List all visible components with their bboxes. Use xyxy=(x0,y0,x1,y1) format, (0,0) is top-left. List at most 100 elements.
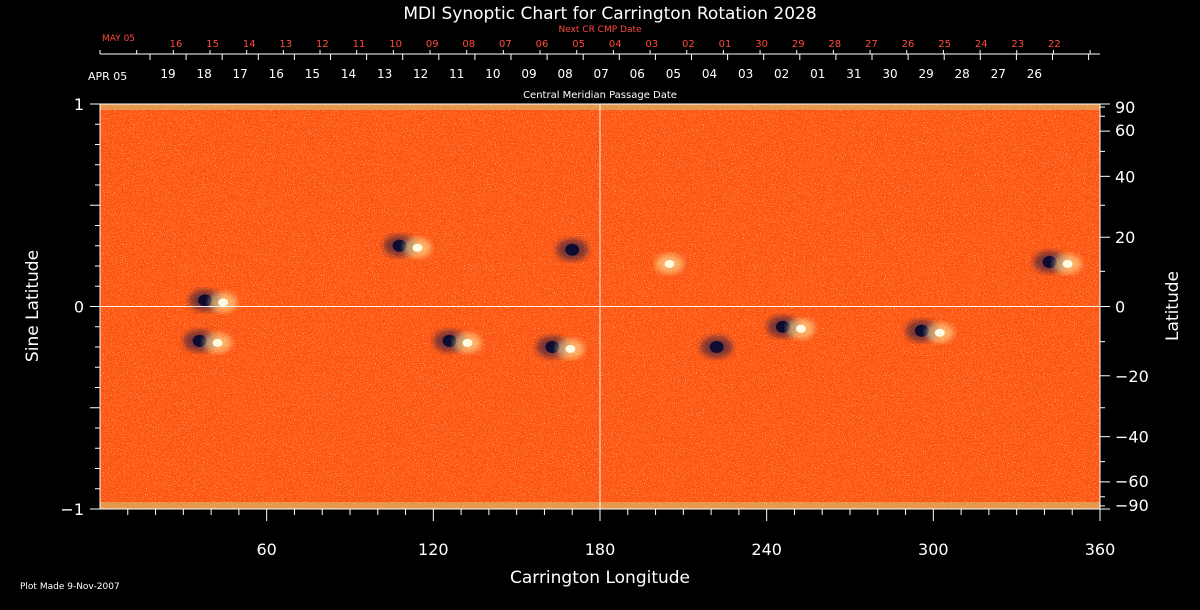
y-tick-label-right: −60 xyxy=(1115,472,1149,491)
next-cr-tick-label: 12 xyxy=(316,39,329,50)
negative-flux-core xyxy=(392,239,407,252)
cmp-tick-label: 03 xyxy=(738,67,753,81)
next-cr-tick-label: 03 xyxy=(645,39,658,50)
positive-flux-core xyxy=(664,259,675,268)
next-cr-axis-label: Next CR CMP Date xyxy=(558,25,642,35)
y-tick-label-left: −1 xyxy=(60,500,84,519)
next-cr-tick-label: 08 xyxy=(462,39,475,50)
next-cr-tick-label: 09 xyxy=(426,39,439,50)
negative-flux-core xyxy=(709,341,724,353)
active-region xyxy=(433,329,482,353)
footer-note: Plot Made 9-Nov-2007 xyxy=(20,582,120,592)
right-axis: 90 60 40 20 0 −20 −40 −60 −90 xyxy=(1100,98,1149,515)
next-cr-tick-label: 05 xyxy=(572,39,585,50)
x-tick-label: 120 xyxy=(418,540,449,559)
cmp-tick-label: 01 xyxy=(810,67,825,81)
positive-flux-core xyxy=(934,328,945,337)
cmp-axis-label: Central Meridian Passage Date xyxy=(523,90,677,101)
negative-flux-core xyxy=(914,324,929,337)
x-tick-label: 180 xyxy=(585,540,616,559)
cmp-tick-label: 19 xyxy=(160,67,175,81)
cmp-tick-label: 06 xyxy=(630,67,645,81)
x-axis-label: Carrington Longitude xyxy=(510,568,690,588)
active-region xyxy=(766,315,815,339)
y-tick-label-right: 90 xyxy=(1115,98,1135,117)
positive-flux-core xyxy=(1062,259,1073,268)
positive-flux-core xyxy=(565,345,576,353)
next-cr-tick-label: 28 xyxy=(828,39,841,50)
next-cr-tick-label: 30 xyxy=(755,39,768,50)
cmp-tick-label: 15 xyxy=(305,67,320,81)
active-region xyxy=(183,329,232,353)
cmp-tick-label: 08 xyxy=(557,67,572,81)
negative-flux-core xyxy=(565,243,580,256)
cmp-axis: APR 05 Central Meridian Passage Date 19 1… xyxy=(88,54,1090,101)
cmp-tick-label: 09 xyxy=(521,67,536,81)
cmp-tick-label: 07 xyxy=(594,67,609,81)
next-cr-tick-label: 07 xyxy=(499,39,512,50)
active-region xyxy=(556,238,589,261)
y-tick-label-right: 60 xyxy=(1115,121,1135,140)
left-axis: 1 0 −1 xyxy=(60,95,100,519)
next-cr-tick-label: 04 xyxy=(609,39,622,50)
cmp-tick-label: 30 xyxy=(882,67,897,81)
cmp-tick-label: 04 xyxy=(702,67,717,81)
cmp-tick-label: 11 xyxy=(449,67,464,81)
negative-flux-core xyxy=(775,320,790,333)
next-cr-tick-label: 27 xyxy=(865,39,878,50)
next-cr-tick-label: 11 xyxy=(353,39,366,50)
y-tick-label-right: 40 xyxy=(1115,167,1135,186)
cmp-tick-label: 02 xyxy=(774,67,789,81)
cmp-tick-label: 12 xyxy=(413,67,428,81)
y-tick-label-right: 20 xyxy=(1115,228,1135,247)
negative-flux-core xyxy=(198,294,213,307)
next-cr-tick-label: 02 xyxy=(682,39,695,50)
active-region xyxy=(189,289,238,313)
next-cr-tick-label: 29 xyxy=(792,39,805,50)
cmp-ticks: 19 18 17 16 15 14 13 12 11 10 09 08 07 06 05 04 03 02 01 31… xyxy=(149,54,1090,81)
next-cr-tick-label: 25 xyxy=(938,39,951,50)
positive-flux-core xyxy=(462,338,473,347)
cmp-tick-label: 18 xyxy=(196,67,211,81)
next-cr-tick-label: 10 xyxy=(389,39,402,50)
next-cr-tick-label: 01 xyxy=(719,39,732,50)
cmp-tick-label: 05 xyxy=(666,67,681,81)
next-cr-tick-label: 14 xyxy=(243,39,256,50)
y-tick-label-right: −20 xyxy=(1115,367,1149,386)
cmp-tick-label: 13 xyxy=(377,67,392,81)
cmp-tick-label: 28 xyxy=(955,67,970,81)
cmp-tick-label: 17 xyxy=(233,67,248,81)
active-regions xyxy=(183,234,1082,359)
positive-flux-core xyxy=(795,324,806,333)
next-cr-tick-label: 26 xyxy=(902,39,915,50)
y-tick-label-left: 0 xyxy=(74,298,84,317)
active-region xyxy=(1033,250,1082,274)
active-region xyxy=(700,336,733,358)
y-tick-label-left: 1 xyxy=(74,95,84,114)
next-cr-ticks: 16 15 14 13 12 11 10 09 08 07 06 05 04 03 02 01 30 29 28 27… xyxy=(99,39,1091,54)
y-axis-label-right: Latitude xyxy=(1163,271,1183,341)
x-tick-label: 240 xyxy=(751,540,782,559)
cmp-tick-label: 27 xyxy=(991,67,1006,81)
active-region xyxy=(536,336,585,359)
bottom-axis: 60 120 180 240 300 360 xyxy=(127,509,1116,559)
cmp-tick-label: 14 xyxy=(341,67,356,81)
positive-flux-core xyxy=(212,338,223,347)
next-cr-tick-label: 15 xyxy=(206,39,219,50)
positive-flux-core xyxy=(412,243,423,252)
next-cr-tick-label: 22 xyxy=(1048,39,1061,50)
cmp-tick-label: 10 xyxy=(485,67,500,81)
next-cr-tick-label: 24 xyxy=(975,39,988,50)
x-tick-label: 360 xyxy=(1085,540,1116,559)
x-tick-label: 60 xyxy=(256,540,276,559)
cmp-tick-label: 31 xyxy=(846,67,861,81)
next-cr-tick-label: 06 xyxy=(536,39,549,50)
next-cr-tick-label: 16 xyxy=(170,39,183,50)
y-tick-label-right: −90 xyxy=(1115,496,1149,515)
chart-title: MDI Synoptic Chart for Carrington Rotati… xyxy=(403,4,816,24)
negative-flux-core xyxy=(1042,255,1057,268)
positive-flux-core xyxy=(218,298,229,307)
y-axis-label-left: Sine Latitude xyxy=(23,250,43,362)
cmp-tick-label: 26 xyxy=(1027,67,1042,81)
